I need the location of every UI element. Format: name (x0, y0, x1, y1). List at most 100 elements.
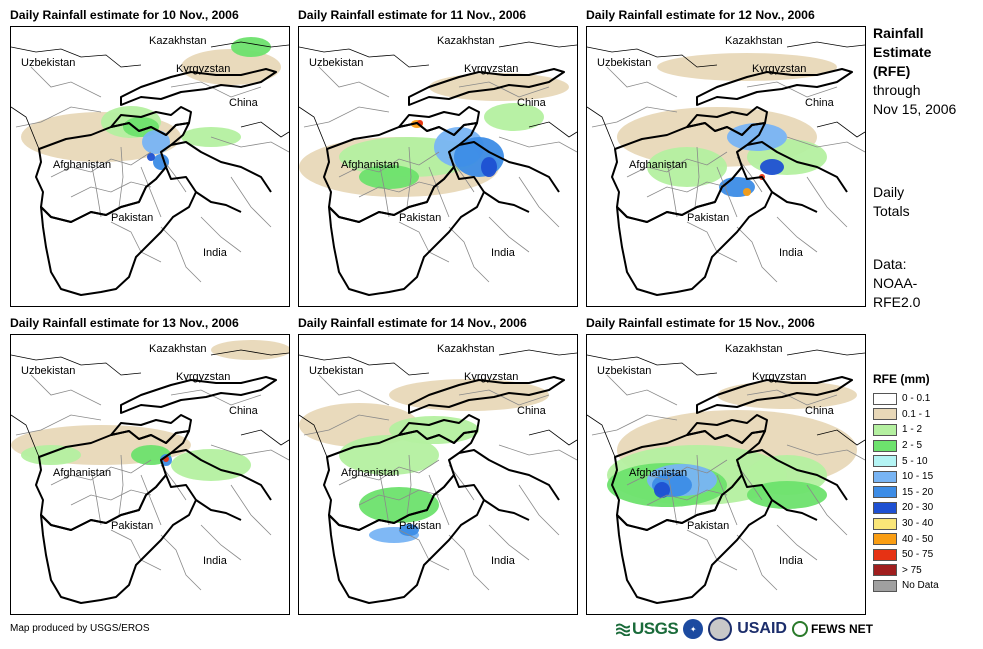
title-line-3: (RFE) (873, 63, 911, 79)
panel-title: Daily Rainfall estimate for 12 Nov., 200… (586, 8, 815, 22)
label-uzbekistan: Uzbekistan (21, 365, 76, 377)
label-kyrgyzstan: Kyrgyzstan (464, 371, 519, 383)
label-uzbekistan: Uzbekistan (597, 57, 652, 69)
rainfall-area (211, 340, 289, 360)
label-kazakhstan: Kazakhstan (437, 35, 495, 47)
label-afghanistan: Afghanistan (629, 467, 688, 479)
legend-label: > 75 (902, 564, 922, 576)
label-afghanistan: Afghanistan (341, 467, 400, 479)
legend-label: 0.1 - 1 (902, 408, 931, 420)
label-afghanistan: Afghanistan (53, 159, 112, 171)
rainfall-map: Kazakhstan Uzbekistan Kyrgyzstan China A… (298, 334, 578, 615)
usgs-wave-icon (616, 623, 630, 636)
rainfall-area (654, 482, 670, 498)
rainfall-area (181, 49, 281, 85)
legend-title: RFE (mm) (873, 372, 930, 386)
usaid-seal-icon (708, 617, 733, 641)
map-svg (587, 349, 865, 604)
rainfall-area (481, 157, 497, 177)
panel-title: Daily Rainfall estimate for 15 Nov., 200… (586, 316, 815, 330)
legend-label: No Data (902, 580, 939, 592)
rainfall-map: Kazakhstan Uzbekistan Kyrgyzstan China A… (586, 334, 866, 615)
legend-swatch (873, 501, 897, 514)
label-uzbekistan: Uzbekistan (309, 365, 364, 377)
legend-swatch (873, 486, 897, 499)
legend-item: 20 - 30 (873, 500, 939, 516)
rainfall-layer (617, 53, 837, 197)
legend-item: > 75 (873, 563, 939, 579)
other-borders (587, 41, 865, 150)
label-china: China (229, 405, 258, 417)
through-label: through (873, 82, 921, 98)
rfe-legend: RFE (mm) 0 - 0.1 0.1 - 1 1 - 2 2 - 5 5 - 10 1… (873, 372, 939, 594)
rainfall-area (647, 147, 727, 187)
legend-item: No Data (873, 578, 939, 594)
province-boundaries (303, 374, 577, 591)
rainfall-area (142, 130, 170, 154)
legend-swatch (873, 517, 897, 530)
legend-label: 50 - 75 (902, 549, 934, 561)
label-china: China (517, 97, 546, 109)
label-kazakhstan: Kazakhstan (437, 343, 495, 355)
legend-swatch (873, 439, 897, 452)
label-afghanistan: Afghanistan (341, 159, 400, 171)
legend-item: 5 - 10 (873, 453, 939, 469)
rainfall-area (747, 481, 827, 509)
rainfall-area (399, 524, 419, 536)
rainfall-map: Kazakhstan Uzbekistan Kyrgyzstan China A… (586, 26, 866, 307)
legend-label: 30 - 40 (902, 518, 934, 530)
panel-title: Daily Rainfall estimate for 10 Nov., 200… (10, 8, 239, 22)
legend-swatch (873, 579, 897, 592)
through-date: Nov 15, 2006 (873, 101, 957, 117)
legend-label: 2 - 5 (902, 440, 923, 452)
rainfall-map: Kazakhstan Uzbekistan Kyrgyzstan China A… (10, 26, 290, 307)
daily-label: Daily (873, 184, 905, 200)
legend-label: 15 - 20 (902, 486, 934, 498)
label-uzbekistan: Uzbekistan (597, 365, 652, 377)
legend-label: 20 - 30 (902, 502, 934, 514)
rainfall-area (231, 37, 271, 57)
panel-title: Daily Rainfall estimate for 13 Nov., 200… (10, 316, 239, 330)
legend-swatch (873, 423, 897, 436)
legend-header: Rainfall Estimate (RFE) through Nov 15, … (873, 24, 978, 119)
legend-item: 0.1 - 1 (873, 407, 939, 423)
label-kyrgyzstan: Kyrgyzstan (464, 63, 519, 75)
country-borders (611, 376, 853, 604)
label-kyrgyzstan: Kyrgyzstan (752, 63, 807, 75)
map-svg (11, 37, 289, 296)
label-india: India (779, 555, 803, 567)
panel-title: Daily Rainfall estimate for 14 Nov., 200… (298, 316, 527, 330)
logo-strip: USGS ✦ USAID FEWS NET (616, 617, 873, 641)
label-china: China (229, 97, 258, 109)
rainfall-map: Kazakhstan Uzbekistan Kyrgyzstan China A… (298, 26, 578, 307)
rainfall-area (760, 159, 784, 175)
rainfall-area (147, 153, 155, 161)
label-india: India (203, 247, 227, 259)
label-india: India (491, 555, 515, 567)
label-china: China (517, 405, 546, 417)
legend-swatch (873, 392, 897, 405)
province-boundaries (591, 66, 865, 283)
rainfall-area (21, 445, 81, 465)
other-borders (299, 349, 577, 458)
province-boundaries (15, 66, 289, 283)
legend-swatch (873, 564, 897, 577)
label-afghanistan: Afghanistan (629, 159, 688, 171)
legend-label: 40 - 50 (902, 533, 934, 545)
label-china: China (805, 405, 834, 417)
label-kazakhstan: Kazakhstan (149, 35, 207, 47)
legend-swatch (873, 548, 897, 561)
rainfall-area (743, 188, 751, 196)
label-afghanistan: Afghanistan (53, 467, 112, 479)
country-borders (611, 68, 853, 296)
label-kyrgyzstan: Kyrgyzstan (752, 371, 807, 383)
other-borders (11, 41, 289, 150)
legend-item: 0 - 0.1 (873, 391, 939, 407)
legend-item: 15 - 20 (873, 485, 939, 501)
usgs-text: USGS (632, 619, 679, 638)
panel-title: Daily Rainfall estimate for 11 Nov., 200… (298, 8, 527, 22)
label-pakistan: Pakistan (111, 212, 154, 224)
label-uzbekistan: Uzbekistan (21, 57, 76, 69)
fews-net-text: FEWS NET (810, 622, 873, 636)
data-source: Data: NOAA- RFE2.0 (873, 255, 978, 312)
